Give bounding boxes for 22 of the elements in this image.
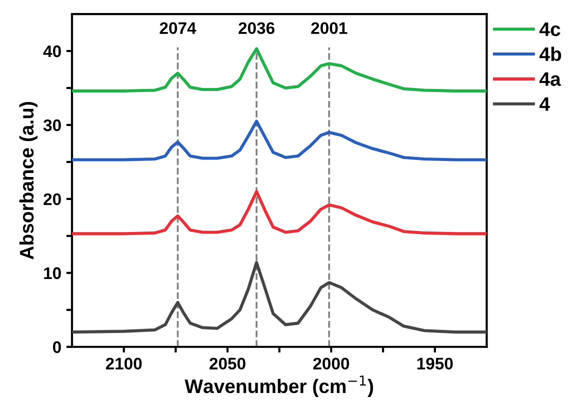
legend-label: 4a: [540, 72, 561, 86]
x-tick-label: 2000: [313, 358, 350, 370]
ref-line-label: 2001: [311, 22, 348, 34]
y-tick-label: 20: [44, 193, 61, 206]
x-axis-title: Wavenumber (cm$^{−1}$): [184, 376, 374, 397]
ref-line-label: 2074: [160, 22, 196, 34]
line-series: [72, 120, 487, 162]
x-tick-label: 2100: [106, 358, 142, 370]
line-series: [72, 190, 487, 236]
line-series: [72, 261, 487, 334]
x-tick-label: 2050: [210, 358, 246, 370]
legend-label: 4c: [540, 22, 560, 36]
x-tick-label: 1950: [417, 358, 453, 370]
y-tick-label: 0: [52, 341, 61, 354]
ref-line-label: 2036: [238, 22, 274, 34]
legend-label: 4: [540, 97, 550, 111]
y-axis-title: Absorbance (a.u): [19, 102, 38, 260]
legend-label: 4b: [540, 46, 562, 62]
line-series: [72, 47, 487, 92]
y-tick-label: 10: [44, 267, 61, 280]
y-tick-label: 30: [43, 119, 61, 132]
y-tick-label: 40: [43, 45, 61, 58]
